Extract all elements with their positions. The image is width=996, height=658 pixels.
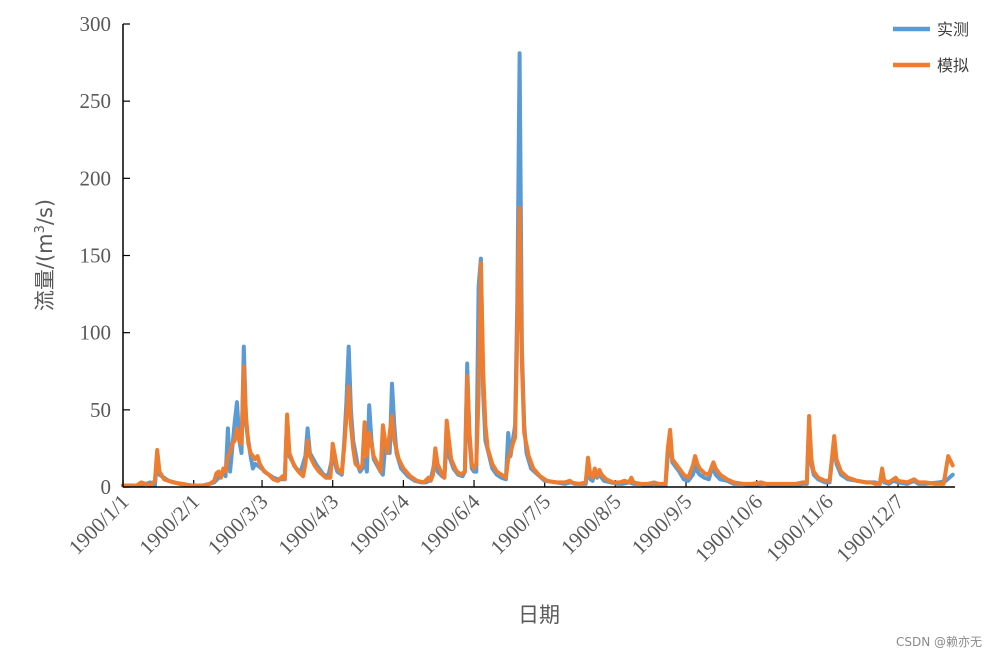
- legend-label-measured: 实测: [937, 20, 969, 39]
- y-tick-label: 150: [80, 244, 112, 268]
- x-tick-label: 1900/9/5: [627, 490, 697, 560]
- y-tick-label: 300: [80, 12, 112, 36]
- x-tick-label: 1900/4/3: [273, 490, 343, 560]
- y-tick-label: 250: [80, 89, 112, 113]
- y-tick-label: 0: [101, 475, 112, 499]
- x-tick-label: 1900/7/5: [485, 490, 555, 560]
- x-tick-label: 1900/8/5: [556, 490, 626, 560]
- x-tick-label: 1900/12/7: [831, 490, 908, 567]
- watermark: CSDN @赖亦无: [895, 635, 982, 649]
- x-tick-label: 1900/5/4: [344, 489, 414, 559]
- y-tick-label: 100: [80, 321, 112, 345]
- y-axis-title: 流量/(m3/s): [33, 199, 57, 311]
- x-tick-label: 1900/11/6: [761, 490, 838, 567]
- simulated-series-line: [121, 205, 955, 488]
- y-tick-label: 50: [90, 398, 111, 422]
- x-tick-label: 1900/10/6: [690, 490, 767, 567]
- x-axis-title: 日期: [518, 603, 560, 627]
- legend: 实测 模拟: [893, 20, 969, 75]
- legend-label-simulated: 模拟: [937, 56, 969, 75]
- x-tick-label: 1900/6/4: [415, 489, 485, 559]
- x-tick-label: 1900/2/1: [134, 490, 204, 560]
- y-tick-label: 200: [80, 166, 112, 190]
- x-tick-label: 1900/3/3: [203, 490, 273, 560]
- x-tick-label: 1900/1/1: [64, 490, 134, 560]
